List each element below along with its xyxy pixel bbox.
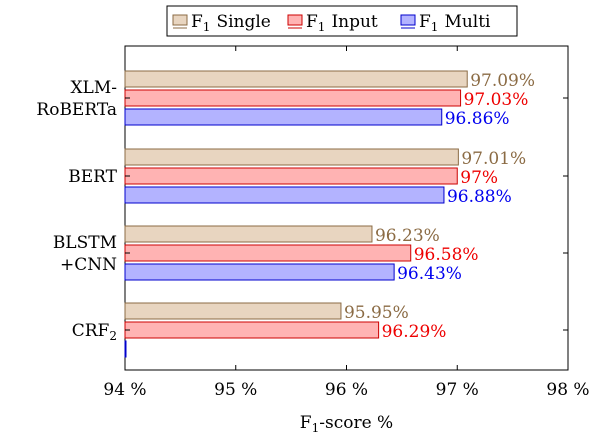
bar-2-1: [124, 148, 459, 166]
legend-label: F1 Single: [191, 12, 271, 34]
legend-entry: F1 Multi: [400, 12, 491, 34]
bar-4-3: [124, 340, 127, 358]
bar-3-2: [124, 244, 412, 262]
legend-swatch: [172, 14, 188, 26]
bar-3-3: [124, 263, 395, 281]
data-label: 95.95%: [344, 303, 409, 323]
y-tick-label: BERT: [68, 167, 117, 187]
bar-2-3: [124, 186, 445, 204]
data-label: 97.09%: [470, 71, 535, 91]
y-axis: XLM-RoBERTa BERT BLSTM +CNN CRF2: [36, 78, 568, 343]
data-label: 96.58%: [414, 245, 479, 265]
x-tick-label: 95 %: [214, 380, 257, 400]
legend-entry: F1 Input: [287, 12, 378, 34]
x-axis: 94 % 95 % 96 % 97 % 98 % F1-score %: [103, 46, 590, 435]
bar-3-1: [124, 225, 373, 243]
bar-1-3: [124, 108, 443, 126]
data-label: 96.43%: [397, 264, 462, 284]
plot-area: 97.09%97.03%96.86%97.01%97%96.88%96.23%9…: [124, 45, 569, 371]
x-tick-label: 96 %: [325, 380, 368, 400]
data-label: 96.23%: [375, 226, 440, 246]
legend-label: F1 Input: [306, 12, 378, 34]
data-label: 97%: [460, 168, 498, 188]
y-tick-label: XLM-RoBERTa: [36, 78, 117, 120]
x-axis-label: F1-score %: [300, 413, 393, 435]
data-label: 96.88%: [447, 187, 512, 207]
x-tick-label: 94 %: [103, 380, 146, 400]
y-tick-label: BLSTM +CNN: [53, 233, 117, 275]
x-tick-label: 98 %: [546, 380, 589, 400]
bar-1-2: [124, 89, 462, 107]
x-tick-label: 97 %: [436, 380, 479, 400]
legend-box: [166, 5, 518, 37]
bar-4-1: [124, 302, 342, 320]
bar-4-2: [124, 321, 380, 339]
data-label: 97.03%: [464, 90, 529, 110]
y-tick-label: CRF2: [72, 321, 117, 343]
legend: F1 Single F1 Input F1 Multi: [166, 5, 518, 37]
data-label: 96.29%: [382, 322, 447, 342]
bar-2-2: [124, 167, 458, 185]
data-label: 96.86%: [445, 109, 510, 129]
legend-swatch: [400, 14, 416, 26]
legend-swatch: [287, 14, 303, 26]
legend-entry: F1 Single: [172, 12, 271, 34]
bar-1-1: [124, 70, 468, 88]
legend-label: F1 Multi: [419, 12, 491, 34]
data-label: 97.01%: [461, 149, 526, 169]
